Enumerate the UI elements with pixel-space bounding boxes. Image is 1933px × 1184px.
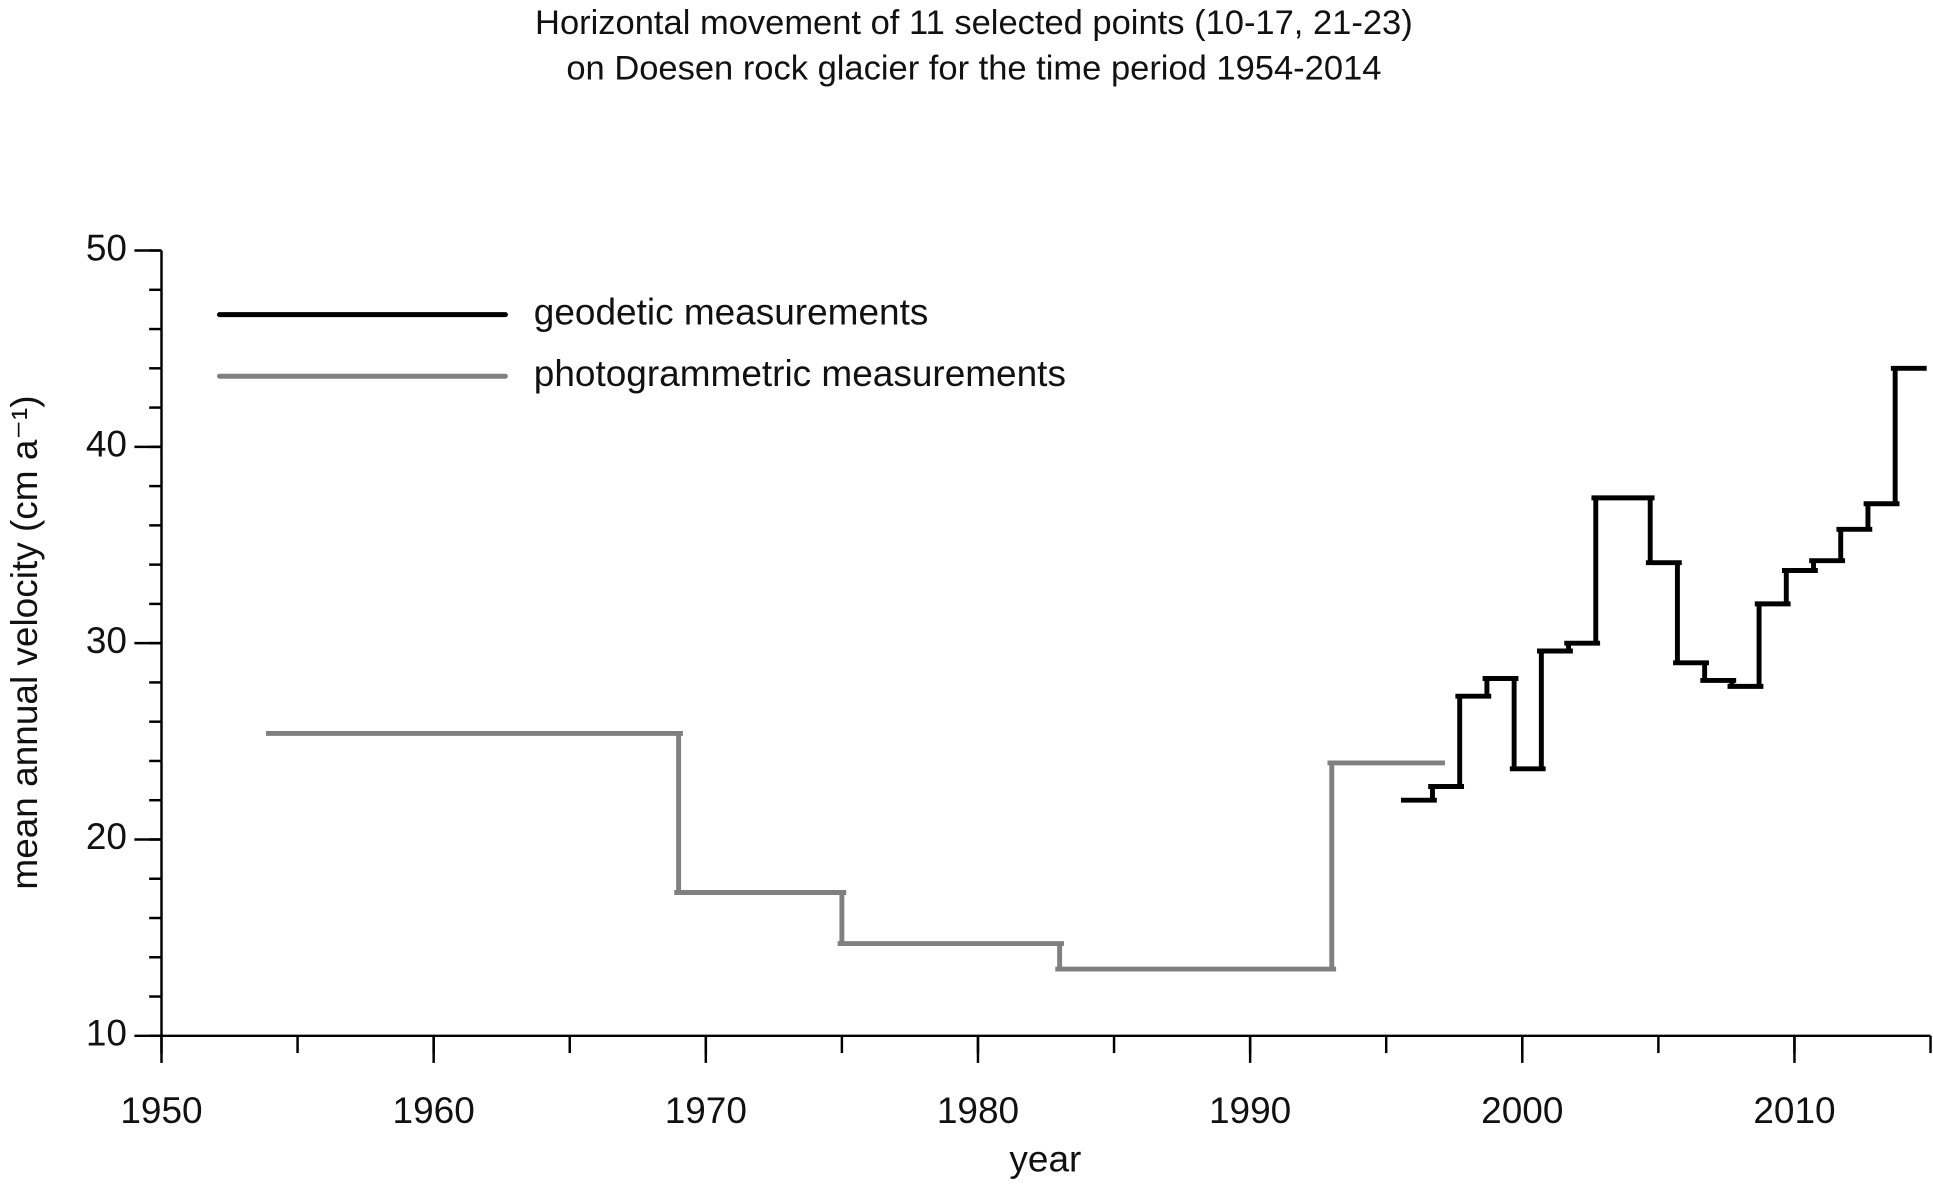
y-axis-title: mean annual velocity (cm a⁻¹) — [4, 395, 45, 889]
x-tick-label: 1990 — [1209, 1090, 1291, 1131]
y-tick-label: 10 — [86, 1013, 127, 1054]
chart-title-line: on Doesen rock glacier for the time peri… — [566, 50, 1381, 88]
x-tick-label: 2000 — [1481, 1090, 1563, 1131]
legend-label: geodetic measurements — [534, 291, 929, 332]
y-tick-label: 50 — [86, 227, 127, 268]
y-tick-label: 20 — [86, 816, 127, 857]
x-axis-title: year — [1009, 1138, 1081, 1179]
x-tick-label: 2010 — [1753, 1090, 1835, 1131]
legend-label: photogrammetric measurements — [534, 353, 1066, 394]
x-tick-label: 1950 — [120, 1090, 202, 1131]
chart-title-line: Horizontal movement of 11 selected point… — [535, 4, 1413, 42]
y-tick-label: 40 — [86, 424, 127, 465]
y-tick-label: 30 — [86, 620, 127, 661]
x-tick-label: 1970 — [665, 1090, 747, 1131]
x-tick-label: 1980 — [937, 1090, 1019, 1131]
x-tick-label: 1960 — [393, 1090, 475, 1131]
